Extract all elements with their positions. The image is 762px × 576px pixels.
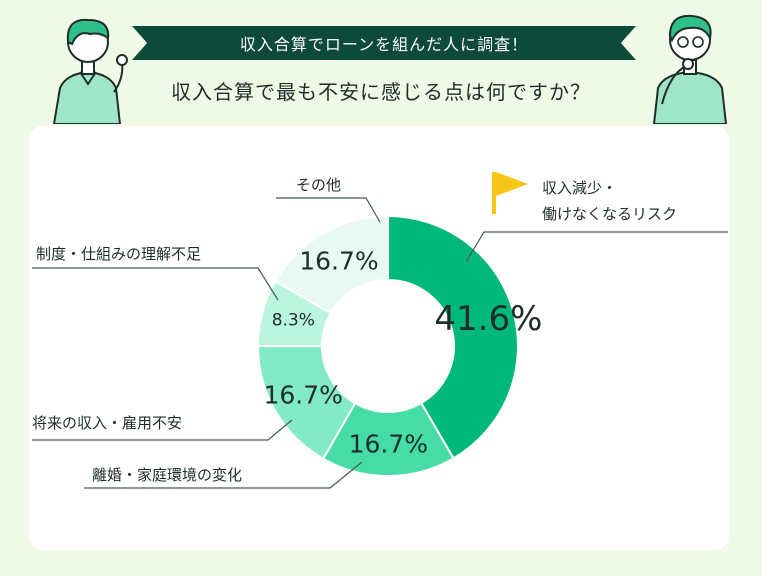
slice-value-label-0: 41.6% (434, 299, 542, 339)
leader-line-4 (276, 197, 381, 223)
category-label-3-0: 制度・仕組みの理解不足 (36, 245, 201, 263)
category-label-0-1: 働けなくなるリスク (542, 205, 677, 223)
category-label-1-0: 離婚・家庭環境の変化 (92, 466, 242, 484)
slice-value-label-2: 16.7% (263, 381, 342, 410)
slice-value-label-1: 16.7% (349, 429, 428, 458)
chart-card (29, 126, 729, 550)
man-thinking-illustration (652, 14, 728, 124)
leader-line-1 (84, 461, 363, 489)
survey-banner: 収入合算でローンを組んだ人に調査！ (132, 26, 636, 60)
leader-line-0 (465, 231, 728, 263)
banner-text: 収入合算でローンを組んだ人に調査！ (239, 35, 529, 54)
flag-icon (492, 172, 528, 214)
category-label-2-0: 将来の収入・雇用不安 (32, 414, 182, 432)
category-label-4-0: その他 (296, 176, 341, 194)
leader-line-3 (32, 267, 279, 301)
leader-line-2 (32, 419, 293, 441)
slice-value-label-3: 8.3% (272, 311, 315, 331)
slice-4 (273, 214, 389, 315)
woman-pointing-illustration (52, 18, 128, 124)
question-title: 収入合算で最も不安に感じる点は何ですか？ (171, 80, 591, 104)
slice-0 (387, 214, 519, 460)
slice-value-label-4: 16.7% (299, 247, 378, 276)
category-label-0-0: 収入減少・ (542, 179, 617, 197)
